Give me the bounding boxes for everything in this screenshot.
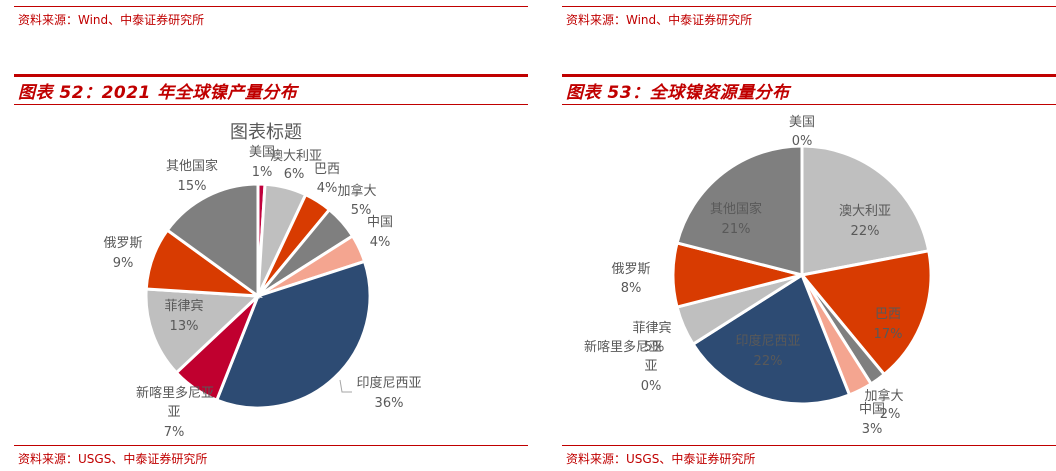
slice-label-percent: 3%: [862, 422, 883, 437]
slice-label-name: 俄罗斯: [103, 236, 142, 251]
slice-label-name: 美国: [789, 115, 815, 130]
top-source-note: 资料来源：Wind、中泰证券研究所: [18, 13, 205, 27]
slice-label-name: 加拿大: [864, 388, 903, 404]
slice-label-percent: 36%: [375, 396, 404, 411]
pie-slice-8: [144, 287, 262, 375]
bottom-divider: [14, 445, 528, 446]
slice-label-name: 新喀里多尼亚: [136, 385, 214, 401]
slice-label-name: 巴西: [314, 162, 340, 177]
slice-label-name: 印度尼西亚: [356, 375, 421, 391]
slice-label-name: 其他国家: [710, 201, 762, 217]
slice-label-percent: 0%: [641, 379, 662, 394]
pie-slice-10: [675, 144, 804, 277]
figure-title: 图表 52：2021 年全球镍产量分布: [18, 83, 298, 103]
slice-label-name: 澳大利亚: [839, 203, 891, 219]
title-top-rule: [14, 74, 528, 77]
slice-label-percent: 22%: [851, 224, 880, 239]
slice-label-name: 俄罗斯: [611, 262, 650, 277]
slice-label-percent: 2%: [880, 407, 901, 422]
slice-label-name: 中国: [367, 215, 393, 230]
slice-label-name: 美国: [249, 145, 275, 160]
slice-label-percent: 4%: [317, 181, 338, 196]
title-top-rule: [562, 74, 1056, 77]
slice-label-percent: 8%: [621, 281, 642, 296]
pie-slice-3: [799, 249, 933, 377]
slice-label-name: 新喀里多尼亚: [584, 339, 662, 355]
slice-label-name: 中国: [859, 402, 885, 417]
slice-label-percent: 17%: [874, 327, 903, 342]
figure-53-panel: 资料来源：Wind、中泰证券研究所 图表 53：全球镍资源量分布 美国 0% 澳大利…: [548, 0, 1056, 471]
pie-slice-6: [691, 272, 852, 406]
slice-label-name: 巴西: [875, 307, 901, 322]
slice-label-percent: 5%: [644, 340, 665, 355]
slice-label-name: 其他国家: [166, 158, 218, 174]
slice-label-percent: 22%: [754, 354, 783, 369]
top-divider: [14, 6, 528, 7]
slice-label-percent: 7%: [164, 425, 185, 440]
pie-slice-6: [214, 259, 372, 410]
top-divider: [562, 6, 1056, 7]
top-source-note: 资料来源：Wind、中泰证券研究所: [566, 13, 753, 27]
title-bottom-rule: [14, 104, 528, 105]
slice-label-name: 澳大利亚: [270, 148, 322, 164]
slice-label-percent: 15%: [178, 179, 207, 194]
bottom-divider: [562, 445, 1056, 446]
slice-label-percent: 13%: [170, 319, 199, 334]
slice-label-percent: 4%: [370, 235, 391, 250]
figure-title: 图表 53：全球镍资源量分布: [566, 83, 790, 103]
chart-inner-title: 图表标题: [230, 122, 302, 143]
slice-label-name: 加拿大: [337, 183, 376, 199]
slice-label-name: 菲律宾: [164, 298, 203, 314]
slice-label-percent: 5%: [351, 203, 372, 218]
slice-label-percent: 9%: [113, 256, 134, 271]
pie-chart-reserves: 美国 0% 澳大利亚 22% 巴西 17% 加拿大 2%中国 3% 印度尼西亚 22% 新喀里多尼亚亚…: [584, 115, 933, 437]
slice-label-name-wrap: 亚: [167, 405, 180, 420]
bottom-source-note: 资料来源：USGS、中泰证券研究所: [18, 452, 208, 466]
slice-label-name-wrap: 亚: [644, 359, 657, 374]
pie-slice-2: [800, 144, 931, 277]
slice-label-percent: 21%: [722, 222, 751, 237]
slice-label-percent: 6%: [284, 167, 305, 182]
slice-label-percent: 1%: [252, 165, 273, 180]
slice-label-name: 菲律宾: [632, 320, 671, 336]
figure-52-panel: 资料来源：Wind、中泰证券研究所 图表 52：2021 年全球镍产量分布 图表…: [14, 6, 528, 466]
pie-slice-10: [165, 182, 260, 299]
slice-label-name: 印度尼西亚: [735, 333, 800, 349]
bottom-source-note: 资料来源：USGS、中泰证券研究所: [566, 452, 756, 466]
slice-label-percent: 0%: [792, 134, 813, 149]
title-bottom-rule: [562, 104, 1056, 105]
leader-line: [339, 379, 352, 393]
